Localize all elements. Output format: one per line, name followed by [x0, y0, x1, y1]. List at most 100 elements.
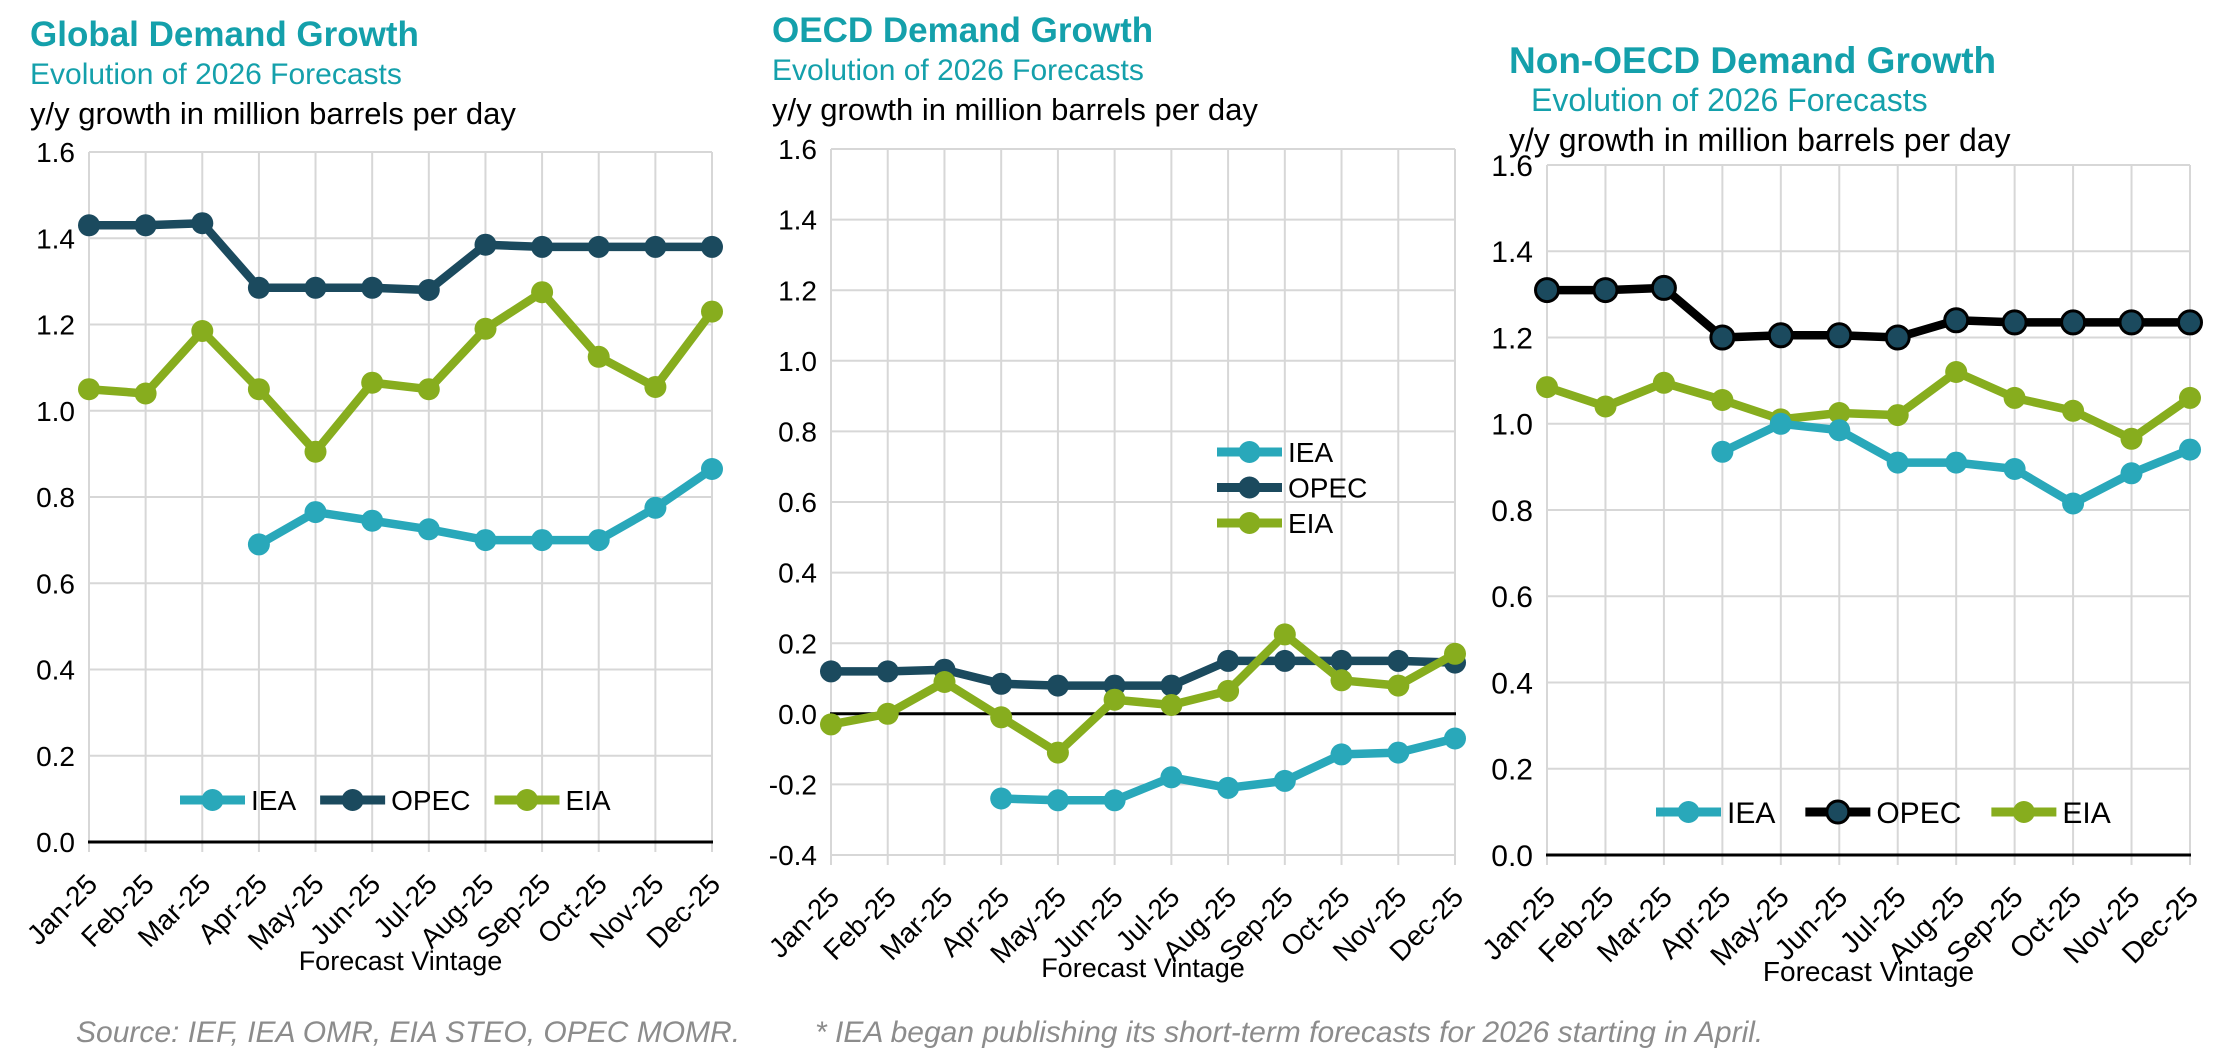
data-point-opec — [417, 279, 440, 301]
y-tick-label: 0.4 — [1491, 667, 1533, 700]
x-tick-marks — [88, 842, 713, 852]
x-axis-title: Forecast Vintage — [1041, 953, 1245, 983]
data-point-iea — [1444, 727, 1466, 750]
data-point-opec — [1826, 322, 1853, 349]
data-point-opec — [1592, 277, 1619, 304]
data-point-opec — [1650, 274, 1677, 301]
data-point-iea — [2120, 462, 2143, 485]
data-point-eia — [1828, 402, 1851, 424]
data-point-eia — [820, 713, 842, 736]
series-markers-eia — [78, 281, 723, 463]
data-point-opec — [247, 276, 270, 299]
data-point-eia — [361, 371, 384, 394]
data-point-iea — [474, 529, 497, 552]
data-point-iea — [1387, 741, 1410, 764]
legend-swatch-marker — [515, 789, 538, 811]
data-point-iea — [1828, 419, 1851, 442]
series-markers-iea — [247, 458, 723, 556]
global-chart-header: Global Demand Growth Evolution of 2026 F… — [30, 14, 516, 134]
data-point-eia — [2003, 386, 2026, 409]
legend-item-iea: IEA — [1656, 797, 1775, 830]
data-point-iea — [247, 533, 270, 556]
data-point-eia — [644, 376, 667, 398]
data-point-opec — [587, 235, 610, 258]
oecd-chart-unit-label: y/y growth in million barrels per day — [772, 92, 1258, 127]
data-point-eia — [1652, 371, 1675, 394]
global-chart-title: Global Demand Growth — [30, 15, 419, 54]
data-point-opec — [2118, 309, 2145, 336]
legend-label: IEA — [1288, 437, 1333, 468]
legend-item-eia: EIA — [1217, 508, 1333, 539]
data-point-opec — [1709, 324, 1736, 351]
data-point-eia — [1945, 361, 1968, 383]
data-point-eia — [474, 317, 497, 340]
data-point-opec — [304, 276, 327, 299]
legend-label: OPEC — [391, 785, 470, 816]
legend-item-eia: EIA — [494, 785, 611, 816]
data-point-opec — [1767, 322, 1794, 349]
series-line-eia — [1542, 367, 2195, 444]
data-point-opec — [191, 212, 214, 235]
legend: IEA OPEC EIA — [1217, 437, 1367, 539]
legend: IEA OPEC EIA — [180, 785, 611, 816]
data-point-iea — [1945, 451, 1968, 474]
data-point-opec — [2060, 309, 2087, 336]
data-point-eia — [1594, 395, 1617, 418]
oecd-chart-header: OECD Demand Growth Evolution of 2026 For… — [772, 10, 1258, 130]
legend: IEA OPEC EIA — [1656, 797, 2111, 830]
y-tick-label: -0.2 — [769, 769, 817, 800]
series-markers-iea — [990, 727, 1466, 812]
y-tick-label: 1.2 — [36, 310, 75, 341]
data-point-iea — [1103, 789, 1126, 812]
data-point-eia — [1160, 694, 1183, 716]
series-line-opec — [1542, 283, 2195, 342]
y-tick-label: -0.4 — [769, 840, 817, 871]
data-point-iea — [1046, 789, 1069, 812]
data-point-eia — [1217, 679, 1240, 702]
y-tick-label: 0.4 — [778, 558, 817, 589]
data-point-opec — [1046, 674, 1069, 697]
y-axis-labels: -0.4 -0.2 0.0 0.2 0.4 0.6 0.8 1.0 1.2 1.4 1.6 — [769, 134, 817, 871]
global-chart-subtitle: Evolution of 2026 Forecasts — [30, 58, 402, 91]
data-point-iea — [644, 496, 667, 519]
data-point-iea — [417, 518, 440, 541]
data-point-opec — [361, 276, 384, 299]
legend-swatch-marker — [1677, 801, 1700, 823]
data-point-opec — [820, 660, 842, 683]
legend-swatch-marker — [1238, 476, 1261, 499]
legend-label: EIA — [2062, 797, 2110, 830]
data-point-opec — [1160, 674, 1183, 697]
legend-label: OPEC — [1288, 473, 1367, 504]
x-axis-labels: Jan-25Feb-25Mar-25Apr-25May-25Jun-25Jul-… — [21, 868, 726, 956]
y-tick-label: 0.2 — [778, 628, 817, 659]
data-point-iea — [1160, 766, 1183, 789]
data-point-opec — [1330, 649, 1353, 672]
non-oecd-chart-subtitle: Evolution of 2026 Forecasts — [1531, 82, 1928, 118]
iea-footnote: * IEA began publishing its short-term fo… — [815, 1016, 1764, 1049]
data-point-iea — [1217, 776, 1240, 799]
data-point-iea — [587, 529, 610, 552]
legend-swatch-marker — [1238, 512, 1261, 534]
data-point-opec — [474, 233, 497, 256]
data-point-iea — [701, 458, 723, 480]
data-point-opec — [1273, 649, 1296, 672]
data-point-eia — [587, 345, 610, 368]
data-point-iea — [304, 501, 327, 524]
legend-swatch-marker — [1825, 799, 1851, 825]
legend-label: EIA — [1288, 508, 1333, 539]
data-point-iea — [1273, 769, 1296, 792]
data-point-opec — [2177, 309, 2203, 336]
y-tick-label: 0.8 — [778, 416, 817, 447]
y-tick-label: 1.6 — [778, 134, 817, 165]
y-tick-label: 1.4 — [36, 223, 75, 254]
data-point-eia — [1536, 376, 1558, 399]
data-point-eia — [701, 300, 723, 323]
data-point-eia — [417, 378, 440, 401]
y-tick-label: 1.4 — [778, 205, 817, 236]
y-tick-label: 0.2 — [1491, 754, 1533, 787]
data-point-eia — [1330, 669, 1353, 692]
series-markers-opec — [1534, 274, 2203, 351]
y-tick-label: 1.2 — [1491, 322, 1533, 355]
data-point-eia — [531, 281, 554, 304]
data-point-eia — [1273, 623, 1296, 646]
